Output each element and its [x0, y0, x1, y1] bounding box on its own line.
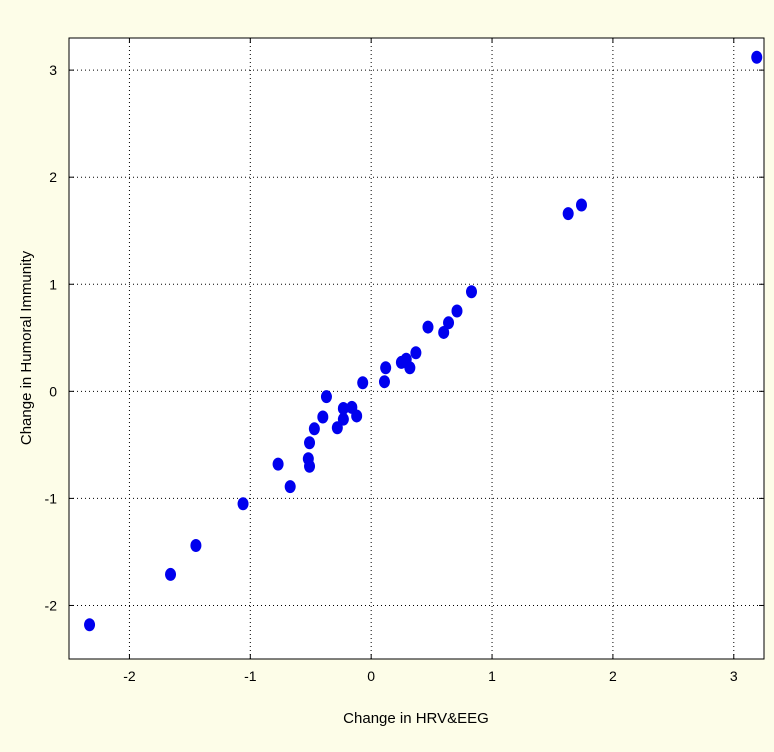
axis-ticks: -2 -1 0 1 2 3 -2 -1 0 1 2 3 [45, 38, 764, 684]
data-point [465, 285, 477, 299]
data-point [562, 207, 574, 221]
data-point [410, 346, 422, 360]
x-tick-label: 1 [488, 668, 496, 684]
data-point [357, 376, 369, 390]
data-point [304, 459, 316, 473]
data-point [284, 480, 296, 494]
data-point [304, 436, 316, 450]
data-point [451, 304, 463, 318]
y-tick-label: 3 [49, 62, 57, 78]
data-point [575, 198, 587, 212]
data-point [438, 325, 450, 339]
data-point [190, 539, 202, 553]
data-point [751, 50, 763, 64]
data-point [320, 390, 332, 404]
data-points [84, 50, 763, 632]
data-point [380, 361, 392, 375]
x-tick-label: 2 [609, 668, 617, 684]
y-tick-label: 1 [49, 276, 57, 292]
data-point [237, 497, 249, 511]
data-point [404, 361, 416, 375]
data-point [272, 457, 284, 471]
y-tick-label: -2 [45, 597, 58, 613]
data-point [165, 567, 177, 581]
y-tick-label: 0 [49, 383, 57, 399]
x-tick-label: 3 [730, 668, 738, 684]
x-axis-title: Change in HRV&EEG [343, 710, 489, 727]
data-point [317, 410, 329, 424]
data-point [337, 412, 349, 426]
data-point [443, 316, 455, 330]
y-axis-title: Change in Humoral Immunity [18, 250, 35, 445]
y-tick-label: 2 [49, 169, 57, 185]
data-point [351, 409, 363, 423]
data-point [308, 422, 320, 436]
data-point [331, 421, 343, 435]
data-point [84, 618, 96, 632]
y-tick-label: -1 [45, 490, 58, 506]
x-tick-label: -2 [123, 668, 136, 684]
data-point [378, 375, 390, 389]
data-point [337, 401, 349, 415]
data-point [422, 320, 434, 334]
x-tick-label: 0 [367, 668, 375, 684]
x-tick-label: -1 [244, 668, 257, 684]
